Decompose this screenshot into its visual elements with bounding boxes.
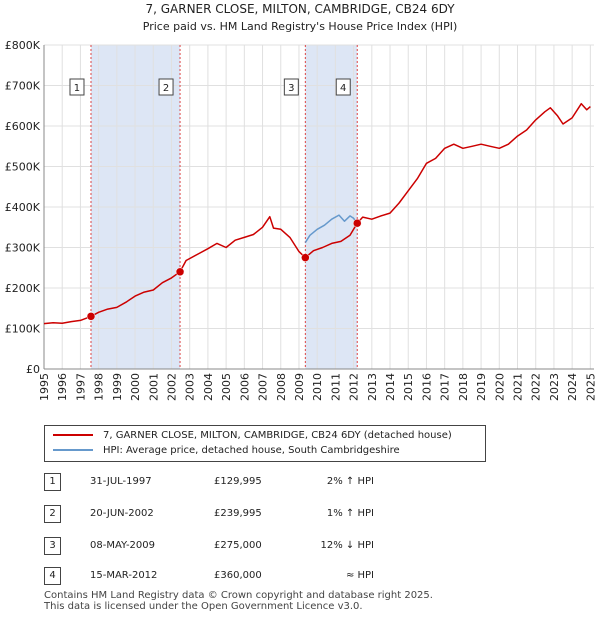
y-tick-label: £100K [5,323,41,336]
chart-title: 7, GARNER CLOSE, MILTON, CAMBRIDGE, CB24… [145,2,455,16]
x-tick-label: 2021 [512,373,525,401]
x-tick-label: 2007 [257,373,270,401]
sale-marker-label: 1 [74,83,80,94]
sale-point [175,267,185,277]
y-tick-label: £200K [5,282,41,295]
sale-price: £360,000 [214,570,262,581]
sale-price: £129,995 [214,476,262,487]
chart-legend: 7, GARNER CLOSE, MILTON, CAMBRIDGE, CB24… [44,425,486,462]
sale-hpi-comparison: 12% ↓ HPI [320,540,374,551]
chart-subtitle: Price paid vs. HM Land Registry's House … [143,20,458,33]
sale-marker-box [335,78,351,96]
footer-copyright: Contains HM Land Registry data © Crown c… [44,590,433,601]
sale-price: £239,995 [214,508,262,519]
x-tick-label: 2004 [202,373,215,401]
x-tick-label: 2014 [384,373,397,401]
sale-point [301,253,310,262]
sale-hpi-comparison: 1% ↑ HPI [326,508,374,519]
legend-label-property: 7, GARNER CLOSE, MILTON, CAMBRIDGE, CB24… [103,430,452,441]
sale-number-badge: 4 [44,567,61,585]
sale-marker-label: 4 [340,83,346,94]
sale-marker-box [158,78,174,96]
legend-label-hpi: HPI: Average price, detached house, Sout… [103,445,400,456]
footer-attribution: Contains HM Land Registry data © Crown c… [44,590,433,612]
x-tick-label: 1996 [56,373,69,401]
sale-hpi-comparison: 2% ↑ HPI [326,476,374,487]
sale-marker-label: 3 [288,83,294,94]
x-tick-label: 2013 [366,373,379,401]
sale-hpi-comparison: ≈ HPI [345,570,374,581]
y-tick-label: £700K [5,80,41,93]
sale-number-badge: 3 [44,537,61,555]
sale-date: 08-MAY-2009 [90,540,156,551]
x-tick-label: 2020 [493,373,506,401]
sale-point [352,218,362,228]
x-tick-label: 2019 [475,373,488,401]
sale-marker-label: 2 [163,83,169,94]
x-tick-label: 2009 [293,373,306,401]
x-tick-label: 2010 [311,373,324,401]
sale-date: 31-JUL-1997 [90,476,152,487]
x-tick-label: 1995 [38,373,51,401]
sale-row: 2 20-JUN-2002 £239,995 1% ↑ HPI [44,504,564,524]
x-tick-label: 2023 [548,373,561,401]
y-tick-label: £500K [5,161,41,174]
x-tick-label: 2022 [530,373,543,401]
sale-date: 20-JUN-2002 [90,508,154,519]
x-tick-label: 1998 [93,373,106,401]
sale-price: £275,000 [214,540,262,551]
x-tick-label: 2015 [402,373,415,401]
legend-swatch-property [53,434,93,436]
y-tick-label: £0 [26,363,40,376]
x-tick-label: 2000 [129,373,142,401]
sale-row: 4 15-MAR-2012 £360,000 ≈ HPI [44,566,564,586]
x-tick-label: 2001 [147,373,160,401]
sale-row: 3 08-MAY-2009 £275,000 12% ↓ HPI [44,536,564,556]
y-tick-label: £300K [5,242,41,255]
sale-row: 1 31-JUL-1997 £129,995 2% ↑ HPI [44,472,564,492]
legend-item-property: 7, GARNER CLOSE, MILTON, CAMBRIDGE, CB24… [53,429,452,443]
x-tick-label: 2017 [439,373,452,401]
hpi-line [304,214,358,243]
sale-number-badge: 2 [44,505,61,523]
x-tick-label: 2018 [457,373,470,401]
property-price-line [43,102,591,325]
sale-date: 15-MAR-2012 [90,570,158,581]
x-tick-label: 2011 [329,373,342,401]
y-tick-label: £600K [5,120,41,133]
legend-item-hpi: HPI: Average price, detached house, Sout… [53,444,400,458]
price-chart: 7, GARNER CLOSE, MILTON, CAMBRIDGE, CB24… [5,2,598,401]
x-tick-label: 2025 [584,373,597,401]
x-tick-label: 2002 [165,373,178,401]
legend-swatch-hpi [53,449,93,451]
x-tick-label: 2016 [420,373,433,401]
x-tick-label: 2012 [348,373,361,401]
x-tick-label: 1997 [74,373,87,401]
sale-number-badge: 1 [44,473,61,491]
x-tick-label: 2003 [184,373,197,401]
footer-licence: This data is licensed under the Open Gov… [44,601,363,612]
x-tick-label: 2024 [566,373,579,401]
y-tick-label: £400K [5,201,41,214]
y-tick-label: £800K [5,39,41,52]
sale-point [86,312,96,321]
x-tick-label: 2006 [238,373,251,401]
x-tick-label: 2008 [275,373,288,401]
sale-marker-box [69,78,85,96]
x-tick-label: 1999 [111,373,124,401]
sale-marker-box [283,78,299,96]
x-tick-label: 2005 [220,373,233,401]
